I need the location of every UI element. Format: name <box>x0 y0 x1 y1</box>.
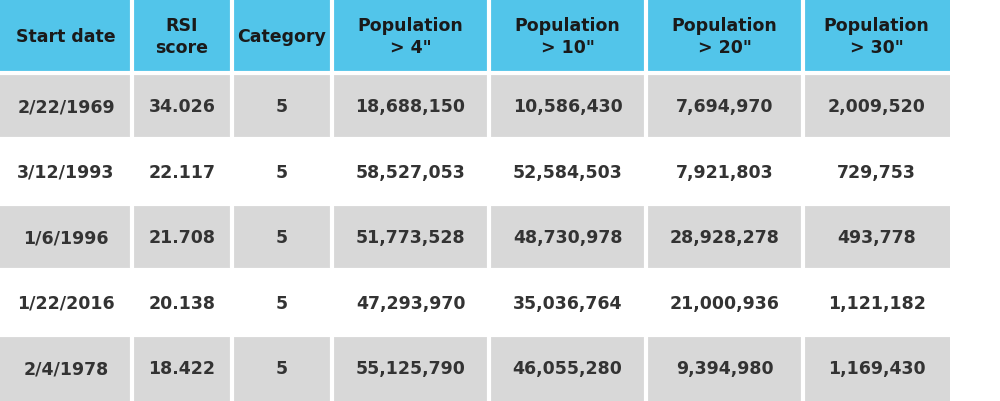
Bar <box>132 74 232 140</box>
Text: 729,753: 729,753 <box>837 163 916 181</box>
Text: 2/22/1969: 2/22/1969 <box>17 98 115 116</box>
Bar <box>646 270 803 336</box>
Text: 21.708: 21.708 <box>148 229 216 247</box>
Bar <box>489 270 646 336</box>
Text: Population
> 20": Population > 20" <box>672 17 777 57</box>
Text: 1/22/2016: 1/22/2016 <box>17 294 115 312</box>
Text: 5: 5 <box>276 98 288 116</box>
Bar <box>803 140 950 205</box>
Bar <box>332 205 489 270</box>
Bar <box>803 0 950 74</box>
Text: 18,688,150: 18,688,150 <box>356 98 466 116</box>
Text: 7,694,970: 7,694,970 <box>676 98 773 116</box>
Text: 18.422: 18.422 <box>148 359 216 377</box>
Text: 52,584,503: 52,584,503 <box>513 163 622 181</box>
Text: 46,055,280: 46,055,280 <box>513 359 622 377</box>
Bar <box>489 140 646 205</box>
Bar <box>132 336 232 401</box>
Text: 47,293,970: 47,293,970 <box>356 294 465 312</box>
Text: 3/12/1993: 3/12/1993 <box>17 163 115 181</box>
Text: 34.026: 34.026 <box>149 98 215 116</box>
Bar <box>132 205 232 270</box>
Bar <box>803 74 950 140</box>
Text: 21,000,936: 21,000,936 <box>670 294 779 312</box>
Text: 5: 5 <box>276 294 288 312</box>
Bar <box>489 205 646 270</box>
Text: Population
> 30": Population > 30" <box>824 17 929 57</box>
Text: 5: 5 <box>276 229 288 247</box>
Text: 1,169,430: 1,169,430 <box>828 359 925 377</box>
Text: 5: 5 <box>276 359 288 377</box>
Bar <box>332 270 489 336</box>
Bar <box>489 336 646 401</box>
Bar <box>646 74 803 140</box>
Bar <box>232 0 332 74</box>
Bar <box>0 336 132 401</box>
Text: Population
> 4": Population > 4" <box>358 17 463 57</box>
Text: 55,125,790: 55,125,790 <box>356 359 465 377</box>
Text: 493,778: 493,778 <box>837 229 916 247</box>
Text: 51,773,528: 51,773,528 <box>356 229 465 247</box>
Text: 5: 5 <box>276 163 288 181</box>
Text: 20.138: 20.138 <box>148 294 216 312</box>
Bar <box>232 270 332 336</box>
Bar <box>646 0 803 74</box>
Text: Category: Category <box>238 28 326 46</box>
Bar <box>803 270 950 336</box>
Bar <box>0 140 132 205</box>
Text: 48,730,978: 48,730,978 <box>513 229 622 247</box>
Bar <box>332 336 489 401</box>
Bar <box>232 74 332 140</box>
Bar <box>132 270 232 336</box>
Text: 35,036,764: 35,036,764 <box>513 294 622 312</box>
Text: RSI
score: RSI score <box>156 17 208 57</box>
Bar <box>232 336 332 401</box>
Text: 2,009,520: 2,009,520 <box>828 98 925 116</box>
Bar <box>646 140 803 205</box>
Text: 22.117: 22.117 <box>148 163 216 181</box>
Bar <box>803 336 950 401</box>
Bar <box>0 205 132 270</box>
Text: 7,921,803: 7,921,803 <box>676 163 773 181</box>
Bar <box>489 0 646 74</box>
Text: 10,586,430: 10,586,430 <box>513 98 622 116</box>
Text: 58,527,053: 58,527,053 <box>356 163 465 181</box>
Bar <box>232 205 332 270</box>
Bar <box>332 0 489 74</box>
Bar <box>0 74 132 140</box>
Bar <box>0 0 132 74</box>
Text: 1,121,182: 1,121,182 <box>828 294 925 312</box>
Text: Start date: Start date <box>16 28 116 46</box>
Bar <box>803 205 950 270</box>
Bar <box>332 74 489 140</box>
Text: Population
> 10": Population > 10" <box>515 17 620 57</box>
Text: 9,394,980: 9,394,980 <box>676 359 773 377</box>
Bar <box>489 74 646 140</box>
Bar <box>132 140 232 205</box>
Text: 2/4/1978: 2/4/1978 <box>23 359 109 377</box>
Bar <box>646 205 803 270</box>
Bar <box>0 270 132 336</box>
Text: 28,928,278: 28,928,278 <box>670 229 779 247</box>
Bar <box>332 140 489 205</box>
Bar <box>646 336 803 401</box>
Text: 1/6/1996: 1/6/1996 <box>23 229 109 247</box>
Bar <box>132 0 232 74</box>
Bar <box>232 140 332 205</box>
